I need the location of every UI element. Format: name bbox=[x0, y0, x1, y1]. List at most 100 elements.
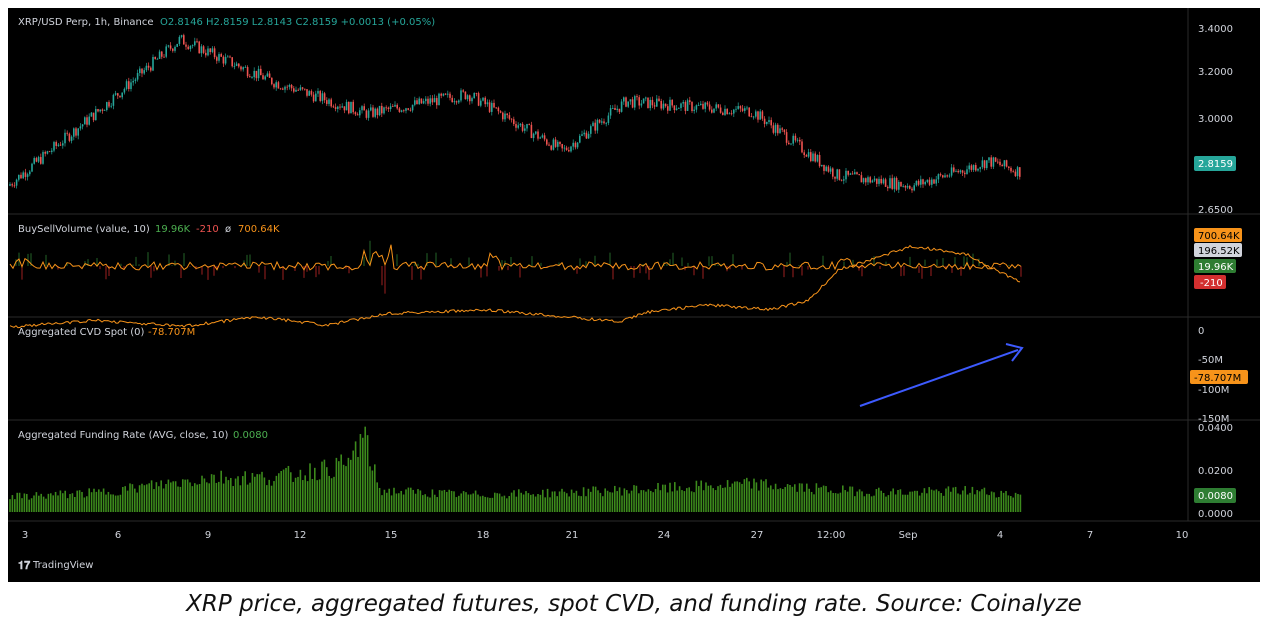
price-candle bbox=[928, 179, 931, 185]
price-candle bbox=[477, 93, 480, 106]
price-candle bbox=[266, 73, 269, 77]
price-candle bbox=[86, 117, 88, 125]
price-candle bbox=[304, 88, 306, 90]
price-candle bbox=[623, 97, 625, 102]
price-candle bbox=[244, 67, 247, 68]
price-candle bbox=[629, 99, 632, 102]
price-candle bbox=[11, 184, 13, 186]
panel-separators bbox=[8, 8, 1260, 522]
price-candle bbox=[183, 35, 185, 45]
price-candle bbox=[757, 111, 759, 120]
price-candle bbox=[926, 179, 929, 182]
price-candle bbox=[664, 103, 667, 107]
price-candle bbox=[233, 65, 236, 67]
price-candle bbox=[418, 98, 420, 105]
price-candle bbox=[48, 151, 51, 153]
price-candle bbox=[341, 106, 343, 108]
cvd-pane-title: Aggregated CVD Spot (0) bbox=[18, 327, 145, 338]
price-candle bbox=[130, 82, 132, 90]
price-candle bbox=[880, 178, 882, 184]
x-tick-label: 27 bbox=[751, 530, 764, 541]
price-candle bbox=[724, 108, 726, 115]
price-candle bbox=[612, 107, 614, 109]
price-candle bbox=[662, 103, 665, 109]
price-candle bbox=[156, 58, 159, 60]
price-candle bbox=[389, 106, 392, 109]
price-candle bbox=[326, 100, 328, 104]
price-candle bbox=[937, 174, 940, 180]
price-candle bbox=[772, 125, 775, 133]
price-candle bbox=[51, 150, 53, 152]
price-candle bbox=[504, 113, 506, 120]
price-candle bbox=[458, 100, 460, 103]
price-candle bbox=[744, 108, 746, 111]
price-candle bbox=[169, 45, 172, 49]
price-candle bbox=[565, 147, 568, 151]
price-candle bbox=[790, 143, 792, 145]
price-candle bbox=[702, 103, 704, 109]
price-candle bbox=[253, 70, 255, 78]
price-candle bbox=[262, 75, 264, 80]
price-candle bbox=[246, 67, 249, 77]
price-candle bbox=[913, 185, 915, 191]
price-candle bbox=[939, 174, 942, 176]
price-candle bbox=[268, 73, 271, 78]
price-candle bbox=[733, 109, 735, 114]
price-candle bbox=[552, 139, 555, 150]
price-candle bbox=[1010, 167, 1012, 172]
price-candle bbox=[508, 115, 511, 119]
x-tick-label: 7 bbox=[1087, 530, 1093, 541]
bsv-badge-buy-label: 19.96K bbox=[1198, 262, 1234, 273]
figure-caption: XRP price, aggregated futures, spot CVD,… bbox=[186, 591, 1082, 617]
price-candle bbox=[924, 181, 926, 185]
price-candle bbox=[898, 181, 900, 190]
price-candle bbox=[42, 152, 44, 164]
price-candle bbox=[222, 56, 225, 64]
price-candle bbox=[636, 96, 638, 98]
price-candle bbox=[557, 141, 559, 147]
price-candle bbox=[469, 95, 471, 102]
price-candle bbox=[585, 132, 588, 139]
price-candle bbox=[750, 116, 753, 118]
price-candle bbox=[983, 160, 986, 169]
price-candle bbox=[9, 184, 11, 186]
price-candle bbox=[713, 108, 715, 113]
bsv-badge-buy bbox=[1194, 259, 1236, 273]
price-candle bbox=[922, 179, 924, 185]
price-candle bbox=[950, 167, 953, 176]
price-candle bbox=[1019, 167, 1021, 177]
price-candle bbox=[900, 181, 902, 187]
price-candle bbox=[359, 110, 361, 116]
price-candle bbox=[541, 135, 544, 138]
price-candle bbox=[453, 101, 456, 103]
bsv-badge-marker-label: 196.52K bbox=[1198, 246, 1240, 257]
price-candle bbox=[587, 133, 590, 139]
price-candle bbox=[495, 107, 497, 109]
price-candle bbox=[238, 63, 240, 67]
price-candle bbox=[671, 99, 673, 106]
price-candle bbox=[543, 135, 546, 140]
price-candle bbox=[759, 111, 761, 120]
price-candle bbox=[466, 95, 469, 100]
price-candle bbox=[660, 100, 662, 109]
price-candle bbox=[249, 76, 251, 78]
price-candle bbox=[101, 109, 104, 111]
price-candle bbox=[68, 133, 71, 141]
x-tick-label: 24 bbox=[658, 530, 671, 541]
price-candle bbox=[284, 86, 286, 90]
bsv-value-total: 700.64K bbox=[238, 224, 280, 235]
price-candle bbox=[763, 118, 766, 124]
price-candle bbox=[277, 82, 280, 89]
bsv-badge-marker bbox=[1194, 243, 1242, 257]
price-candle bbox=[686, 100, 689, 111]
price-candle bbox=[411, 104, 414, 111]
price-candle bbox=[847, 170, 849, 175]
price-candle bbox=[178, 36, 181, 44]
price-candle bbox=[953, 167, 955, 172]
x-tick-label: 12 bbox=[294, 530, 307, 541]
price-candle bbox=[436, 98, 438, 106]
price-candle bbox=[796, 139, 799, 141]
price-candle bbox=[506, 113, 508, 116]
price-candle bbox=[653, 105, 656, 107]
price-candle bbox=[128, 81, 130, 90]
